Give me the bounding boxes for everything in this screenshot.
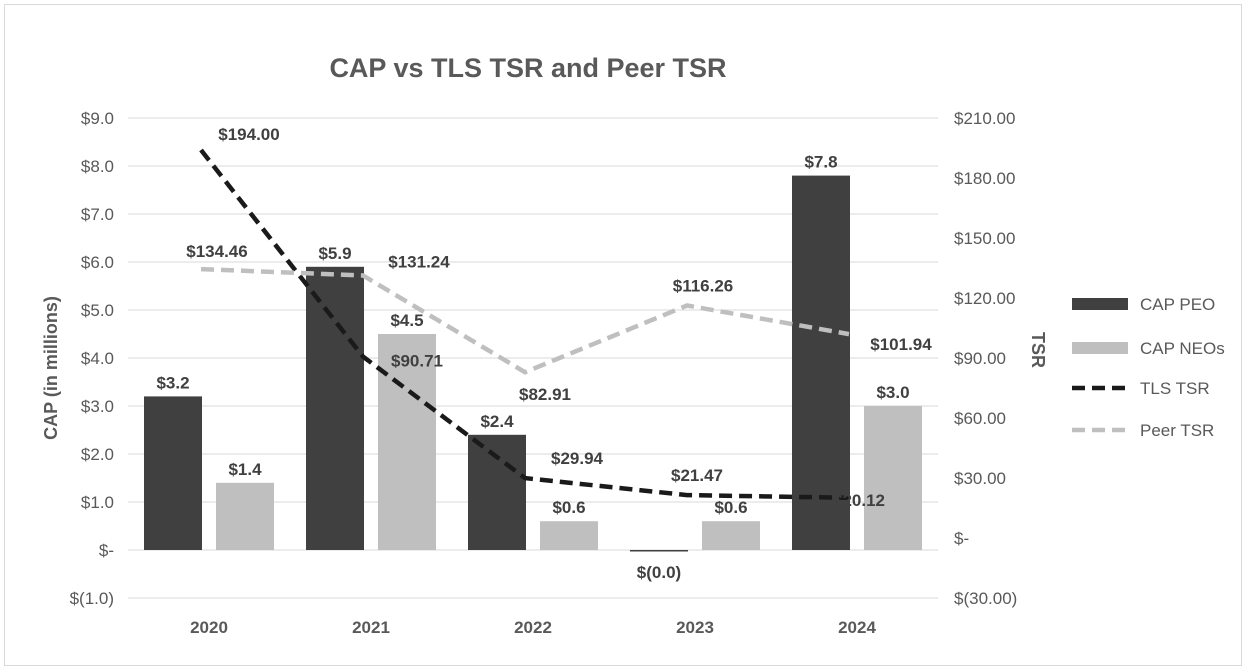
line-data-label: $29.94	[551, 449, 604, 468]
y-left-tick-label: $4.0	[81, 349, 114, 368]
y-right-tick-label: $210.00	[954, 109, 1015, 128]
bar-cap-peo	[144, 396, 202, 550]
x-tick-label: 2020	[190, 618, 228, 637]
bar-data-label: $1.4	[228, 460, 262, 479]
line-peer-tsr	[200, 266, 850, 375]
y-left-tick-label: $3.0	[81, 397, 114, 416]
legend-label: Peer TSR	[1140, 421, 1214, 440]
legend-label: CAP PEO	[1140, 295, 1215, 314]
y-left-tick-label: $-	[99, 541, 114, 560]
bar-data-label: $7.8	[804, 153, 837, 172]
line-data-label: $116.26	[673, 276, 734, 295]
legend-label: CAP NEOs	[1140, 339, 1225, 358]
y-right-tick-label: $180.00	[954, 169, 1015, 188]
legend-swatch-cap-neos	[1072, 342, 1128, 354]
chart-frame	[4, 4, 1242, 666]
line-data-label: $194.00	[218, 125, 279, 144]
legend-label: TLS TSR	[1140, 379, 1210, 398]
y-right-tick-label: $60.00	[954, 409, 1006, 428]
chart-title: CAP vs TLS TSR and Peer TSR	[329, 53, 726, 83]
bar-data-label: $3.2	[156, 373, 189, 392]
line-data-label: $131.24	[388, 253, 450, 272]
y-left-tick-label: $2.0	[81, 445, 114, 464]
y-right-tick-label: $90.00	[954, 349, 1006, 368]
y-right-tick-label: $(30.00)	[954, 589, 1017, 608]
y-left-tick-label: $7.0	[81, 205, 114, 224]
bar-cap-peo	[630, 550, 688, 552]
bar-cap-neos	[702, 521, 760, 550]
bar-cap-neos	[378, 334, 436, 550]
bar-cap-peo	[306, 266, 364, 550]
bar-data-label: $0.6	[714, 498, 747, 517]
line-data-label: $82.91	[519, 385, 571, 404]
bar-data-label: $4.5	[390, 311, 423, 330]
bar-cap-peo	[468, 434, 526, 550]
bar-data-label: $0.6	[552, 498, 585, 517]
y-left-tick-label: $9.0	[81, 109, 114, 128]
y-left-tick-label: $(1.0)	[70, 589, 114, 608]
y-left-tick-label: $6.0	[81, 253, 114, 272]
y-left-tick-label: $1.0	[81, 493, 114, 512]
bar-data-label: $2.4	[480, 412, 514, 431]
bar-data-label: $5.9	[318, 244, 351, 263]
y-right-tick-label: $120.00	[954, 289, 1015, 308]
y-right-tick-label: $150.00	[954, 229, 1015, 248]
bar-data-label: $3.0	[876, 383, 909, 402]
y-right-tick-label: $-	[954, 529, 969, 548]
line-tls-tsr	[199, 148, 850, 501]
y-left-axis-title: CAP (in millions)	[41, 296, 61, 440]
y-left-tick-label: $8.0	[81, 157, 114, 176]
bar-cap-peo	[792, 175, 850, 550]
x-tick-label: 2022	[514, 618, 552, 637]
y-right-tick-label: $30.00	[954, 469, 1006, 488]
x-tick-label: 2024	[838, 618, 876, 637]
x-tick-label: 2023	[676, 618, 714, 637]
y-right-axis-title: TSR	[1028, 332, 1048, 368]
line-data-label: $101.94	[870, 335, 932, 354]
legend-swatch-cap-peo	[1072, 298, 1128, 310]
bar-cap-neos	[540, 521, 598, 550]
bar-data-label: $(0.0)	[637, 563, 681, 582]
line-data-label: $21.47	[671, 466, 723, 485]
line-data-label: $20.12	[833, 491, 885, 510]
line-data-label: $90.71	[391, 352, 443, 371]
y-left-tick-label: $5.0	[81, 301, 114, 320]
bar-cap-neos	[216, 482, 274, 550]
bar-cap-neos	[864, 406, 922, 550]
x-tick-label: 2021	[352, 618, 390, 637]
line-data-label: $134.46	[186, 242, 247, 261]
